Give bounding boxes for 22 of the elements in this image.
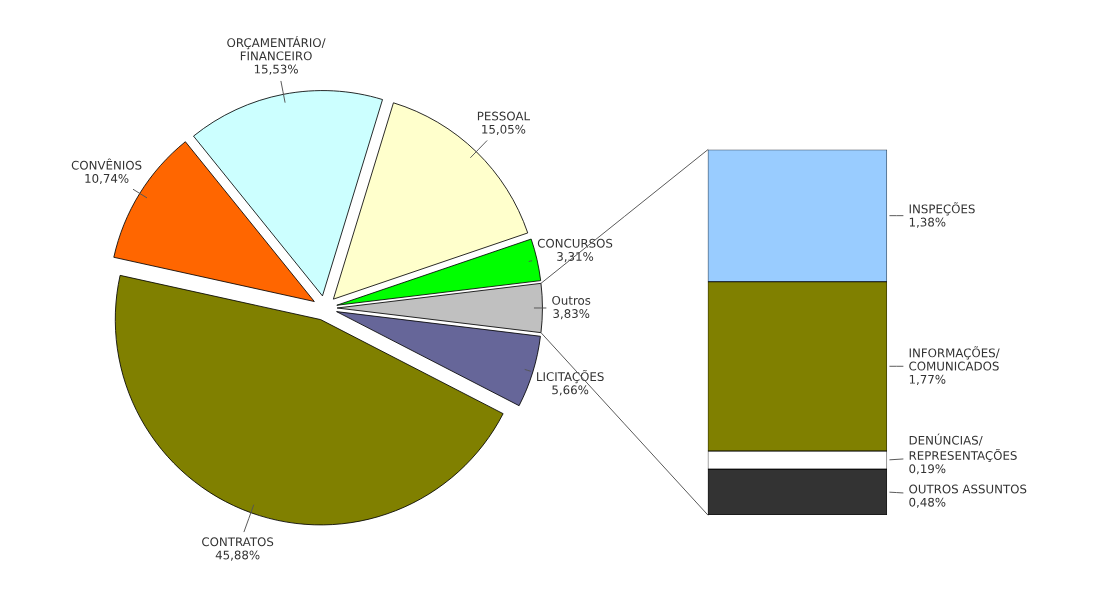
data-label: 15,53% bbox=[254, 64, 298, 75]
data-label: 10,74% bbox=[85, 173, 129, 185]
slice-label: CONCURSOS bbox=[537, 238, 613, 248]
slice-label: LICITAÇÕES bbox=[537, 370, 604, 384]
series-label: OUTROS ASSUNTOS bbox=[909, 484, 1027, 494]
data-label: 0,48% bbox=[909, 497, 946, 508]
series-label: INSPEÇÕES bbox=[909, 202, 975, 216]
series-label: INFORMAÇÕES/ COMUNICADOS bbox=[909, 346, 1000, 371]
slice-label: PESSOAL bbox=[477, 111, 530, 121]
data-label: 3,83% bbox=[553, 309, 590, 320]
series-label: DENÚNCIAS/ REPRESENTAÇÕES bbox=[909, 433, 1017, 463]
data-label: 1,77% bbox=[909, 374, 946, 385]
slice-label: CONVÊNIOS bbox=[71, 158, 142, 170]
data-label: 5,66% bbox=[552, 385, 589, 396]
data-label: 15,05% bbox=[482, 124, 526, 135]
slice-label: CONTRATOS bbox=[202, 537, 274, 547]
slice-label: ORÇAMENTÁRIO/ FINANCEIRO bbox=[227, 36, 326, 61]
data-label: 3,31% bbox=[557, 252, 594, 263]
slice-label: Outros bbox=[552, 295, 591, 305]
data-label: 1,38% bbox=[909, 217, 946, 228]
data-label: 0,19% bbox=[909, 464, 946, 475]
data-label: 45,88% bbox=[215, 550, 260, 561]
